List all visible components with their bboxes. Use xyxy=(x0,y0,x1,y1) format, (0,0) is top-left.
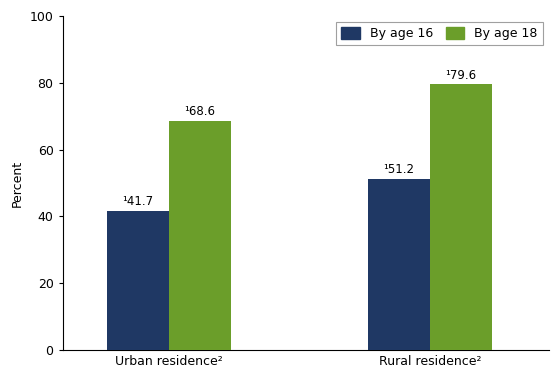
Bar xyxy=(169,121,231,350)
Y-axis label: Percent: Percent xyxy=(11,160,24,207)
Bar xyxy=(430,84,492,350)
Text: ¹68.6: ¹68.6 xyxy=(184,105,215,118)
Text: ¹79.6: ¹79.6 xyxy=(445,69,477,81)
Legend: By age 16, By age 18: By age 16, By age 18 xyxy=(336,22,543,45)
Bar xyxy=(106,211,169,350)
Text: ¹51.2: ¹51.2 xyxy=(383,163,414,176)
Bar xyxy=(368,179,430,350)
Text: ¹41.7: ¹41.7 xyxy=(122,195,153,208)
